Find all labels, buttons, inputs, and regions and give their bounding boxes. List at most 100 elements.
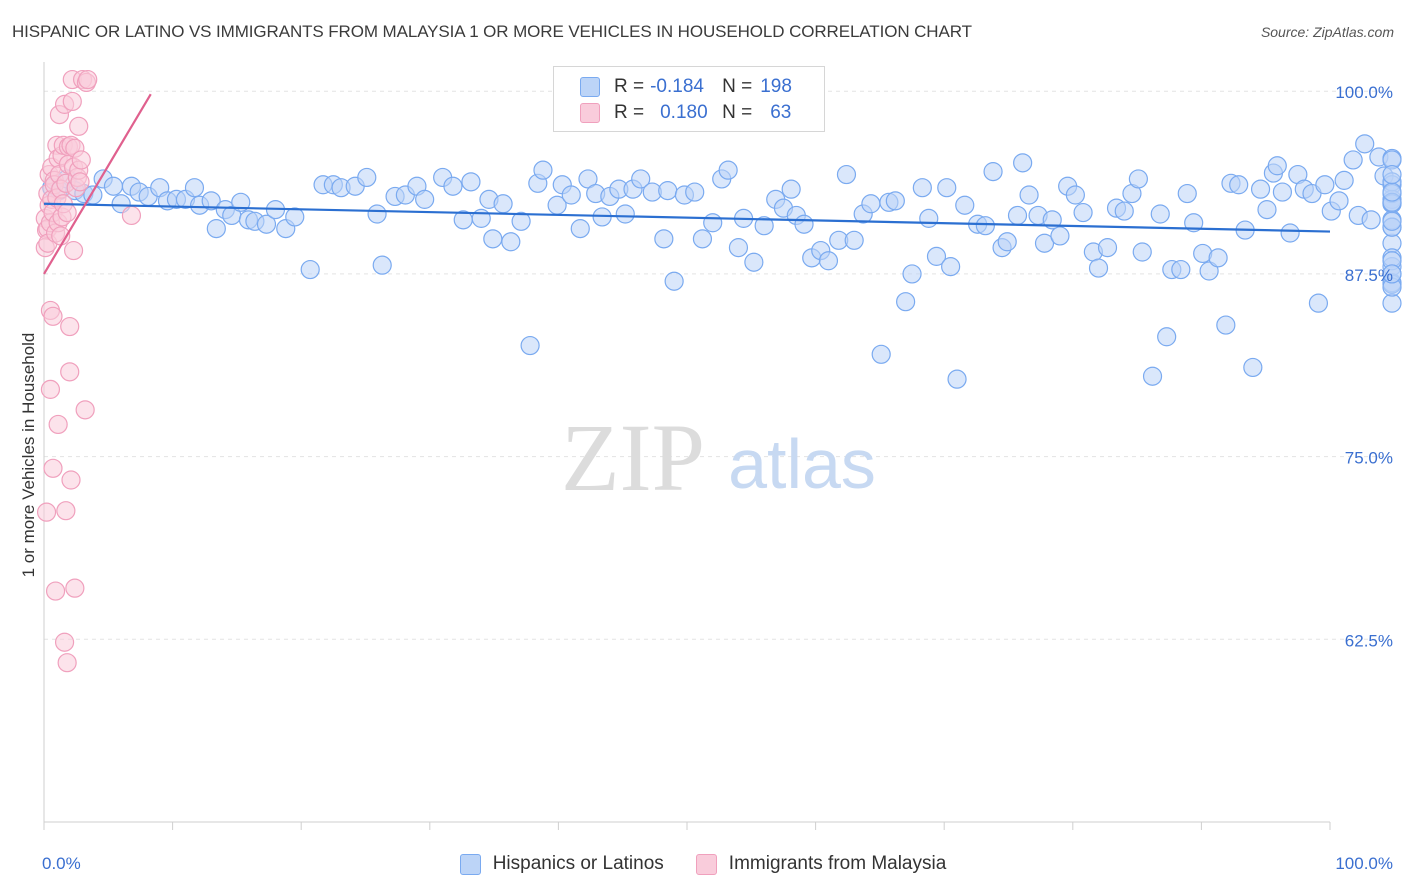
legend-item-hispanics: Hispanics or Latinos [459, 853, 664, 875]
legend-swatch-blue [580, 77, 600, 97]
hispanic-point [1157, 327, 1177, 347]
hispanic-point [718, 160, 738, 180]
hispanic-point [483, 229, 503, 249]
series-hispanics-or-latinos [42, 134, 1402, 389]
hispanic-point [1382, 164, 1402, 185]
legend-r-value: -0.184 [650, 76, 704, 97]
malaysia-point [70, 172, 90, 192]
hispanic-point [631, 169, 651, 189]
hispanic-point [1267, 156, 1287, 176]
legend-row-hispanics: R = -0.184 N = 198 [580, 75, 792, 99]
malaysia-point [78, 69, 98, 90]
hispanic-point [1382, 211, 1402, 231]
malaysia-point [57, 202, 77, 223]
watermark-zip: ZIP [561, 404, 705, 511]
hispanic-point [871, 344, 891, 364]
legend-n-label: N = [722, 76, 753, 97]
hispanic-point [256, 214, 277, 234]
hispanic-point [912, 178, 932, 198]
malaysia-point [63, 240, 84, 261]
malaysia-point [56, 501, 76, 521]
legend-row-malaysia: R = 0.180 N = 63 [580, 101, 791, 125]
hispanic-point [103, 176, 124, 196]
malaysia-point [54, 632, 75, 652]
hispanic-point [1308, 293, 1329, 313]
hispanic-point [1114, 201, 1134, 221]
hispanic-point [692, 229, 713, 249]
hispanic-point [754, 216, 774, 236]
hispanic-point [1034, 233, 1055, 253]
hispanic-point [1382, 293, 1402, 313]
hispanic-point [1097, 238, 1118, 258]
malaysia-point [45, 581, 66, 601]
hispanic-point [1355, 134, 1375, 154]
chart-title: HISPANIC OR LATINO VS IMMIGRANTS FROM MA… [12, 22, 972, 41]
hispanic-point [1329, 191, 1349, 211]
hispanic-point [1229, 175, 1249, 195]
x-tick-label-right: 100.0% [1335, 854, 1393, 873]
hispanic-point [1019, 185, 1039, 205]
hispanic-point [703, 213, 723, 233]
hispanic-point [615, 204, 635, 224]
watermark: ZIP atlas [561, 404, 876, 511]
hispanic-trend-line [43, 202, 1331, 233]
hispanic-point [997, 232, 1017, 252]
y-tick-label: 62.5% [1345, 631, 1393, 650]
malaysia-point [62, 91, 82, 112]
hispanic-point [885, 191, 905, 211]
hispanic-point [654, 229, 674, 249]
hispanic-point [520, 335, 540, 356]
malaysia-trend-line [43, 93, 152, 275]
hispanic-point [1177, 183, 1197, 204]
malaysia-point [43, 306, 63, 326]
hispanic-point [836, 164, 857, 185]
hispanic-point [285, 207, 305, 227]
hispanic-point [664, 271, 684, 291]
hispanic-point [1007, 205, 1028, 226]
legend-item-malaysia: Immigrants from Malaysia [695, 853, 947, 875]
legend-r-label: R = [614, 102, 645, 123]
hispanic-point [983, 162, 1003, 182]
hispanic-point [561, 185, 581, 205]
hispanic-point [443, 176, 463, 196]
hispanic-point [1315, 175, 1335, 195]
malaysia-point [61, 470, 81, 490]
malaysia-point [60, 362, 80, 382]
hispanic-point [570, 219, 590, 239]
series-legend: Hispanics or Latinos Immigrants from Mal… [0, 852, 1406, 876]
malaysia-point [40, 379, 61, 399]
legend-n-value: 63 [770, 102, 792, 123]
x-tick-label-left: 0.0% [42, 854, 81, 873]
hispanic-point [300, 259, 320, 280]
legend-swatch-blue [459, 853, 481, 875]
hispanic-point [357, 167, 377, 188]
hispanic-point [1050, 226, 1070, 246]
hispanic-point [1171, 259, 1191, 280]
hispanic-point [493, 194, 513, 214]
malaysia-point [36, 502, 57, 522]
hispanic-point [1334, 170, 1354, 190]
hispanic-point [902, 264, 922, 284]
malaysia-point [43, 458, 63, 478]
legend-swatch-pink [695, 853, 717, 875]
hispanic-point [415, 189, 435, 209]
hispanic-point [201, 191, 221, 211]
hispanic-point [794, 214, 814, 234]
hispanic-point [941, 257, 961, 277]
legend-label-malaysia: Immigrants from Malaysia [728, 853, 947, 874]
hispanic-point [1257, 200, 1277, 220]
hispanic-point [184, 178, 205, 198]
hispanic-point [1382, 264, 1402, 284]
hispanic-point [1184, 213, 1204, 233]
hispanic-point [1361, 210, 1381, 230]
hispanic-point [461, 172, 481, 192]
legend-label-hispanics: Hispanics or Latinos [492, 853, 664, 874]
legend-n-label: N = [722, 102, 753, 123]
hispanic-point [206, 219, 226, 239]
hispanic-point [1272, 182, 1293, 202]
hispanic-point [744, 252, 764, 272]
hispanic-point [1065, 185, 1085, 205]
hispanic-point [955, 195, 975, 215]
malaysia-point [65, 578, 85, 598]
